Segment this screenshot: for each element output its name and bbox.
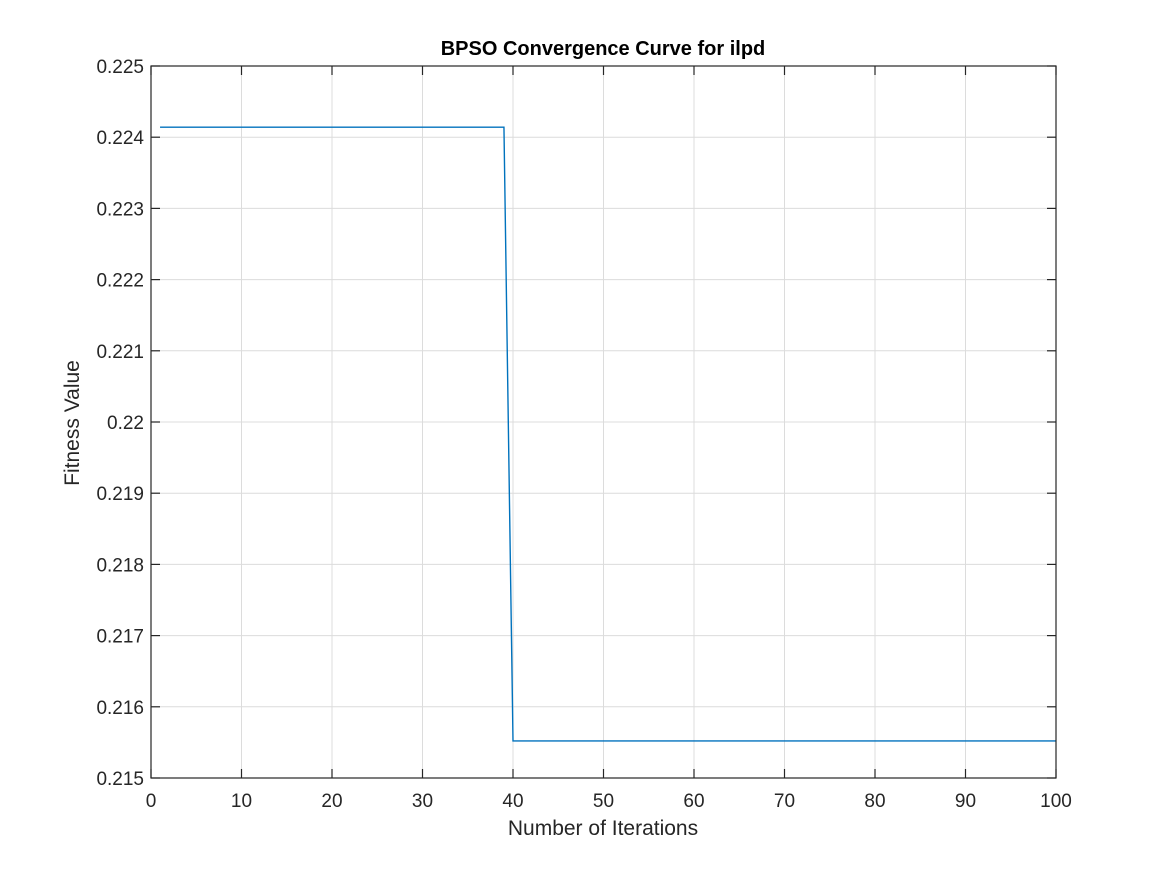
- x-tick-label: 30: [412, 791, 433, 812]
- y-tick-label: 0.223: [96, 199, 144, 220]
- y-tick-labels: 0.215 0.216 0.217 0.218 0.219 0.22 0.221 0.222 0…: [96, 57, 144, 790]
- x-axis-label: Number of Iterations: [508, 817, 698, 840]
- series-layer: [160, 126, 1056, 742]
- x-tick-label: 60: [683, 791, 704, 812]
- y-tick-label: 0.22: [107, 413, 144, 434]
- y-tick-label: 0.218: [96, 555, 144, 576]
- x-tick-label: 100: [1040, 791, 1072, 812]
- x-tick-label: 50: [593, 791, 614, 812]
- y-tick-label: 0.222: [96, 271, 144, 292]
- x-tick-label: 80: [864, 791, 885, 812]
- y-tick-label: 0.221: [96, 342, 144, 363]
- tick-marks: [150, 65, 1057, 779]
- x-tick-label: 90: [955, 791, 976, 812]
- y-tick-label: 0.215: [96, 769, 144, 790]
- y-axis-label: Fitness Value: [61, 360, 84, 486]
- y-tick-label: 0.225: [96, 57, 144, 78]
- x-tick-labels: 0 10 20 30 40 50 60 70 80 90 100: [146, 791, 1072, 812]
- y-tick-label: 0.216: [96, 698, 144, 719]
- x-tick-label: 20: [321, 791, 342, 812]
- x-tick-label: 70: [774, 791, 795, 812]
- x-tick-label: 40: [502, 791, 523, 812]
- x-tick-label: 10: [231, 791, 252, 812]
- chart-title: BPSO Convergence Curve for ilpd: [441, 38, 766, 60]
- y-tick-label: 0.217: [96, 627, 144, 648]
- grid-lines: [150, 65, 1057, 779]
- fitness-series-line: [160, 126, 1056, 742]
- y-tick-label: 0.224: [96, 128, 144, 149]
- y-tick-label: 0.219: [96, 484, 144, 505]
- x-tick-label: 0: [146, 791, 157, 812]
